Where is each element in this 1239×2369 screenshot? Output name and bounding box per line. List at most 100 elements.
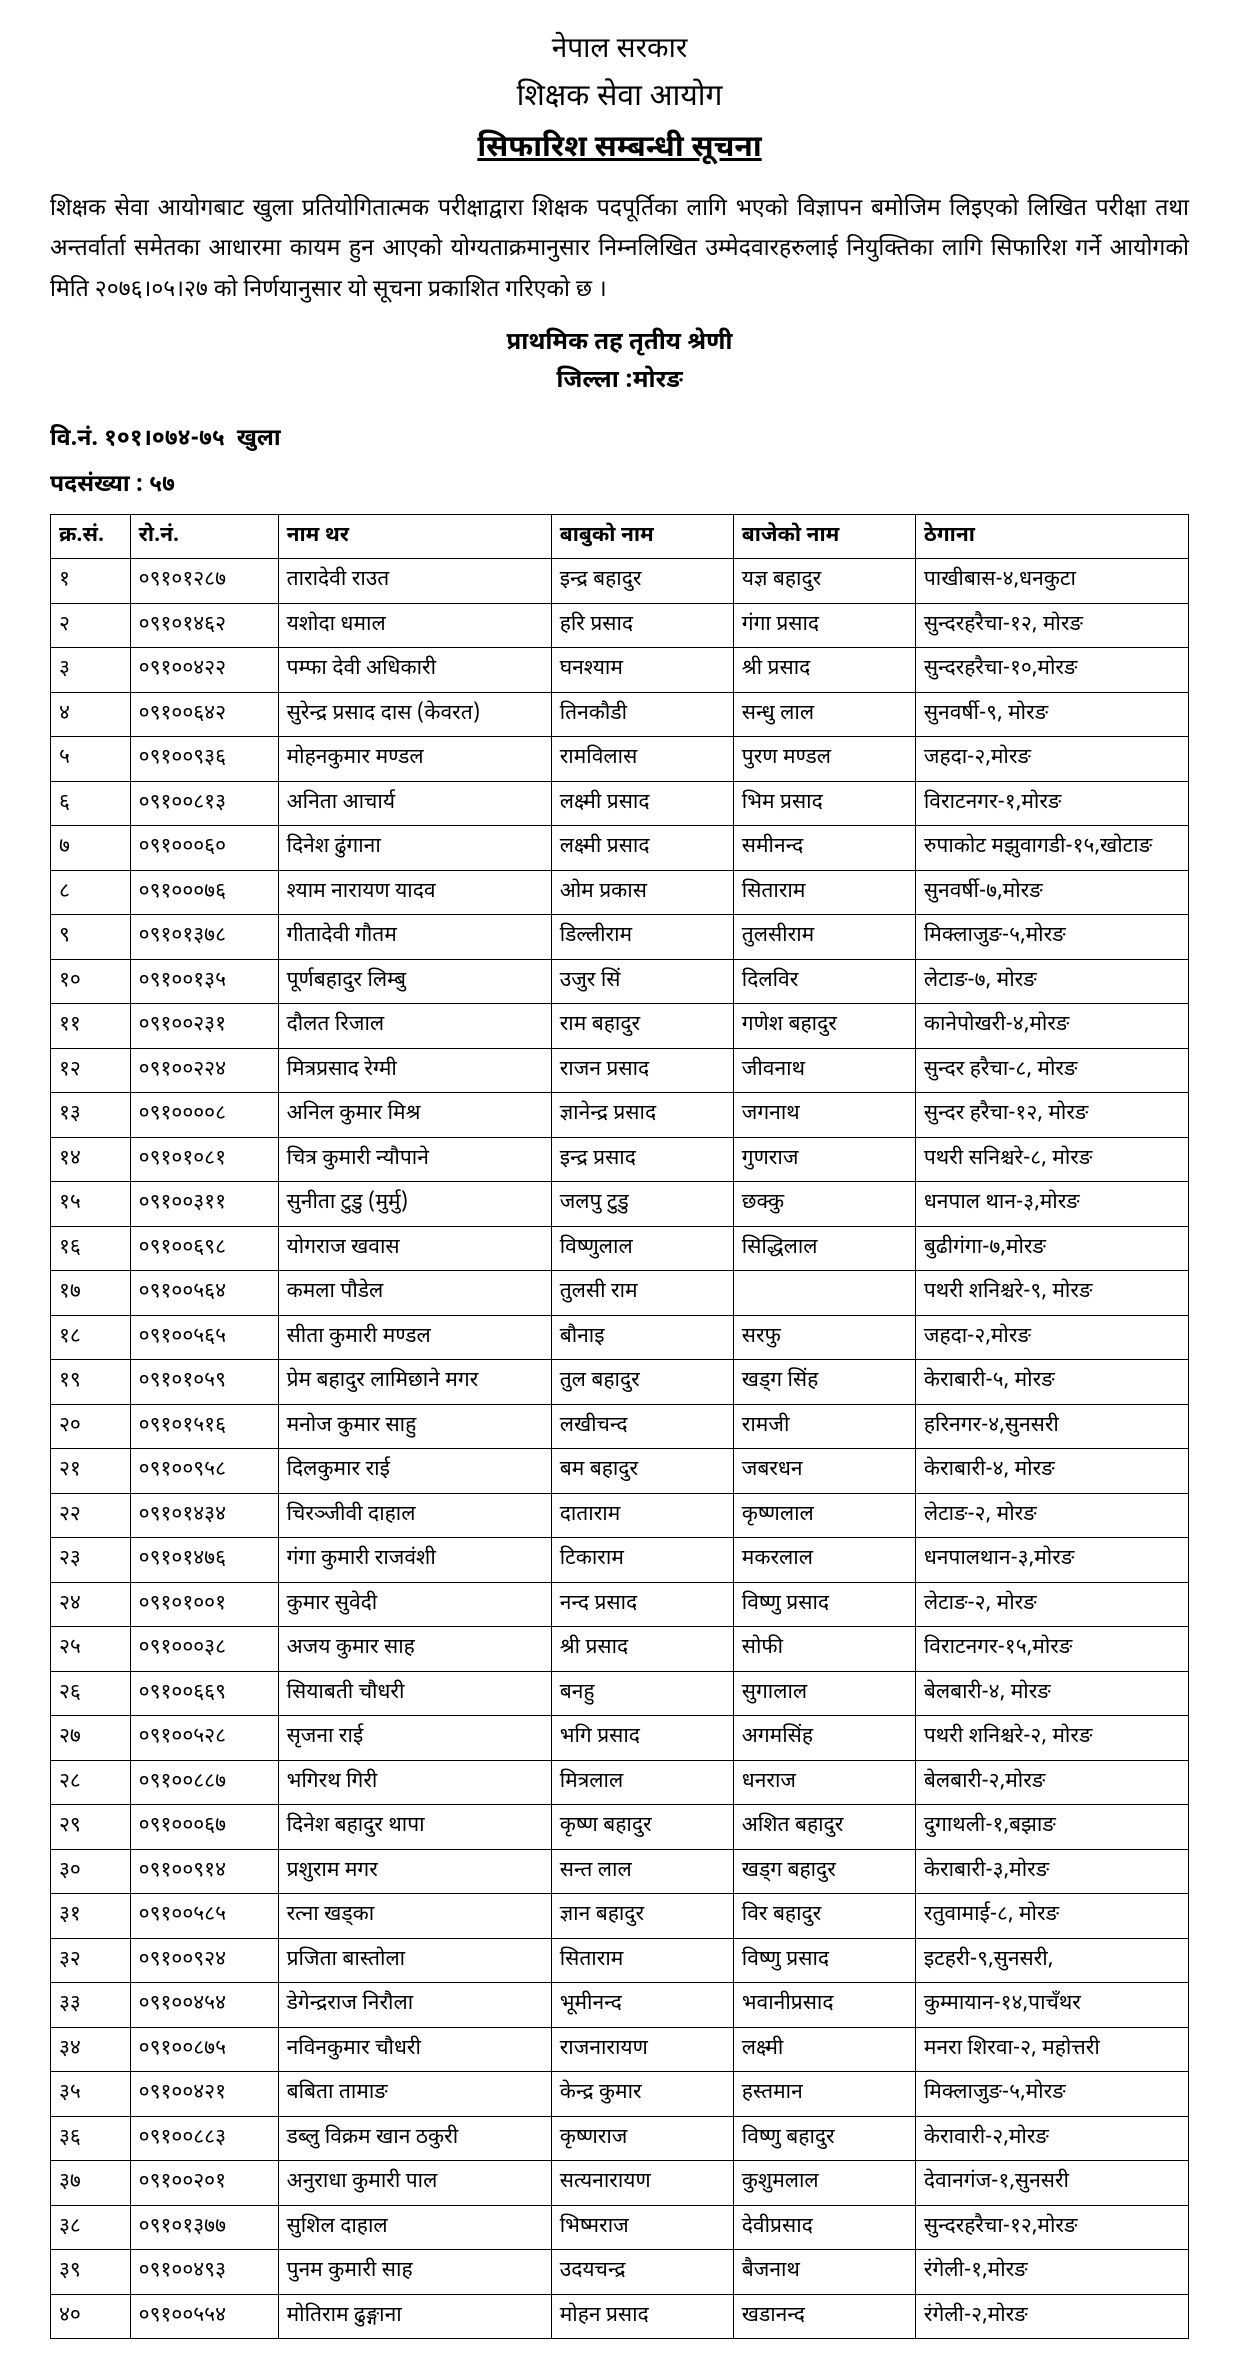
- candidates-table: क्र.सं. रो.नं. नाम थर बाबुको नाम बाजेको …: [50, 514, 1189, 2340]
- table-cell: रंगेली-१,मोरङ: [915, 2250, 1188, 2295]
- table-cell: कानेपोखरी-४,मोरङ: [915, 1004, 1188, 1049]
- table-cell: विराटनगर-१५,मोरङ: [915, 1627, 1188, 1672]
- table-cell: ९: [51, 915, 131, 960]
- ad-no-label: वि.नं.: [50, 425, 98, 455]
- table-cell: २३: [51, 1538, 131, 1583]
- table-cell: मित्रलाल: [551, 1760, 733, 1805]
- table-header-row: क्र.सं. रो.नं. नाम थर बाबुको नाम बाजेको …: [51, 514, 1189, 559]
- table-row: ३००९१००९१४प्रशुराम मगरसन्त लालखड्ग बहादु…: [51, 1849, 1189, 1894]
- table-cell: ०९१०१५१६: [130, 1404, 278, 1449]
- table-cell: सरफु: [733, 1315, 915, 1360]
- table-cell: १०: [51, 959, 131, 1004]
- table-cell: तुल बहादुर: [551, 1360, 733, 1405]
- table-cell: ७: [51, 826, 131, 871]
- table-cell: १२: [51, 1048, 131, 1093]
- table-cell: ०९१०१००१: [130, 1582, 278, 1627]
- table-cell: मोहन प्रसाद: [551, 2294, 733, 2339]
- table-row: ३९०९१००४९३पुनम कुमारी साहउदयचन्द्रबैजनाथ…: [51, 2250, 1189, 2295]
- table-cell: पूर्णबहादुर लिम्बु: [278, 959, 551, 1004]
- table-cell: सुनवर्षी-७,मोरङ: [915, 870, 1188, 915]
- table-cell: सुनीता टुडु (मुर्मु): [278, 1182, 551, 1227]
- table-row: २७०९१००५२८सृजना राईभगि प्रसादअगमसिंहपथरी…: [51, 1716, 1189, 1761]
- table-cell: बबिता तामाङ: [278, 2072, 551, 2117]
- table-cell: मोहनकुमार मण्डल: [278, 737, 551, 782]
- table-cell: सुन्दर हरैचा-१२, मोरङ: [915, 1093, 1188, 1138]
- table-row: ३३०९१००४५४डेगेन्द्रराज निरौलाभूमीनन्दभवा…: [51, 1983, 1189, 2028]
- table-cell: ०९१००६९८: [130, 1226, 278, 1271]
- table-cell: बुढीगंगा-७,मोरङ: [915, 1226, 1188, 1271]
- table-cell: खडानन्द: [733, 2294, 915, 2339]
- table-cell: प्रजिता बास्तोला: [278, 1938, 551, 1983]
- table-cell: ०९१०००६७: [130, 1805, 278, 1850]
- table-row: १८०९१००५६५सीता कुमारी मण्डलबौनाइसरफुजहदा…: [51, 1315, 1189, 1360]
- table-cell: पुरण मण्डल: [733, 737, 915, 782]
- table-cell: गुणराज: [733, 1137, 915, 1182]
- table-cell: रतुवामाई-८, मोरङ: [915, 1894, 1188, 1939]
- table-cell: गंगा प्रसाद: [733, 603, 915, 648]
- table-cell: ३९: [51, 2250, 131, 2295]
- table-row: ४००९१००५५४मोतिराम ढुङ्गानामोहन प्रसादखडा…: [51, 2294, 1189, 2339]
- table-cell: ०९१०१३७८: [130, 915, 278, 960]
- table-cell: बेलबारी-४, मोरङ: [915, 1671, 1188, 1716]
- table-cell: सियाबती चौधरी: [278, 1671, 551, 1716]
- table-cell: ३२: [51, 1938, 131, 1983]
- table-cell: बौनाइ: [551, 1315, 733, 1360]
- table-cell: मोतिराम ढुङ्गाना: [278, 2294, 551, 2339]
- table-cell: सीता कुमारी मण्डल: [278, 1315, 551, 1360]
- table-cell: तुलसीराम: [733, 915, 915, 960]
- table-cell: ०९१००८८७: [130, 1760, 278, 1805]
- table-row: १०९१०१२८७तारादेवी राउतइन्द्र बहादुरयज्ञ …: [51, 559, 1189, 604]
- table-cell: ०९१००९५८: [130, 1449, 278, 1494]
- table-cell: कमला पौडेल: [278, 1271, 551, 1316]
- table-cell: इटहरी-९,सुनसरी,: [915, 1938, 1188, 1983]
- table-cell: विष्णुलाल: [551, 1226, 733, 1271]
- table-cell: भगिरथ गिरी: [278, 1760, 551, 1805]
- table-cell: राजनारायण: [551, 2027, 733, 2072]
- table-cell: ओम प्रकास: [551, 870, 733, 915]
- table-cell: १९: [51, 1360, 131, 1405]
- table-cell: रत्ना खड्का: [278, 1894, 551, 1939]
- table-cell: पथरी शनिश्चरे-९, मोरङ: [915, 1271, 1188, 1316]
- table-row: ३५०९१००४२१बबिता तामाङकेन्द्र कुमारहस्तमा…: [51, 2072, 1189, 2117]
- table-cell: केन्द्र कुमार: [551, 2072, 733, 2117]
- table-row: ३१०९१००५८५रत्ना खड्काज्ञान बहादुरविर बहा…: [51, 1894, 1189, 1939]
- table-cell: गणेश बहादुर: [733, 1004, 915, 1049]
- table-cell: देवानगंज-१,सुनसरी: [915, 2161, 1188, 2206]
- table-cell: योगराज खवास: [278, 1226, 551, 1271]
- table-cell: कृष्णलाल: [733, 1493, 915, 1538]
- post-count-line: पदसंख्या : ५७: [50, 469, 1189, 504]
- table-cell: दिलविर: [733, 959, 915, 1004]
- table-cell: ०९१००४५४: [130, 1983, 278, 2028]
- table-cell: सुन्दर हरैचा-८, मोरङ: [915, 1048, 1188, 1093]
- table-cell: अनिता आचार्य: [278, 781, 551, 826]
- table-cell: बम बहादुर: [551, 1449, 733, 1494]
- table-cell: २०: [51, 1404, 131, 1449]
- col-roll: रो.नं.: [130, 514, 278, 559]
- table-cell: ३: [51, 648, 131, 693]
- table-row: ३०९१००४२२पम्फा देवी अधिकारीघनश्यामश्री प…: [51, 648, 1189, 693]
- table-cell: ८: [51, 870, 131, 915]
- table-cell: ०९१००४२२: [130, 648, 278, 693]
- table-cell: लखीचन्द: [551, 1404, 733, 1449]
- table-cell: २८: [51, 1760, 131, 1805]
- table-cell: ०९१००५८५: [130, 1894, 278, 1939]
- table-cell: अगमसिंह: [733, 1716, 915, 1761]
- table-cell: रंगेली-२,मोरङ: [915, 2294, 1188, 2339]
- table-cell: टिकाराम: [551, 1538, 733, 1583]
- table-cell: विष्णु प्रसाद: [733, 1582, 915, 1627]
- table-cell: ०९१००५६५: [130, 1315, 278, 1360]
- table-cell: सुन्दरहरैचा-१०,मोरङ: [915, 648, 1188, 693]
- table-row: २१०९१००९५८दिलकुमार राईबम बहादुरजबरधनकेरा…: [51, 1449, 1189, 1494]
- table-cell: केराबारी-४, मोरङ: [915, 1449, 1188, 1494]
- table-cell: मिक्लाजुङ-५,मोरङ: [915, 2072, 1188, 2117]
- table-cell: मनोज कुमार साहु: [278, 1404, 551, 1449]
- table-cell: २६: [51, 1671, 131, 1716]
- table-cell: तारादेवी राउत: [278, 559, 551, 604]
- table-cell: ०९१००२३१: [130, 1004, 278, 1049]
- table-cell: १७: [51, 1271, 131, 1316]
- table-cell: पथरी सनिश्चरे-८, मोरङ: [915, 1137, 1188, 1182]
- table-row: १५०९१००३११सुनीता टुडु (मुर्मु)जलपु टुडुछ…: [51, 1182, 1189, 1227]
- table-cell: विराटनगर-१,मोरङ: [915, 781, 1188, 826]
- table-body: १०९१०१२८७तारादेवी राउतइन्द्र बहादुरयज्ञ …: [51, 559, 1189, 2339]
- table-cell: गीतादेवी गौतम: [278, 915, 551, 960]
